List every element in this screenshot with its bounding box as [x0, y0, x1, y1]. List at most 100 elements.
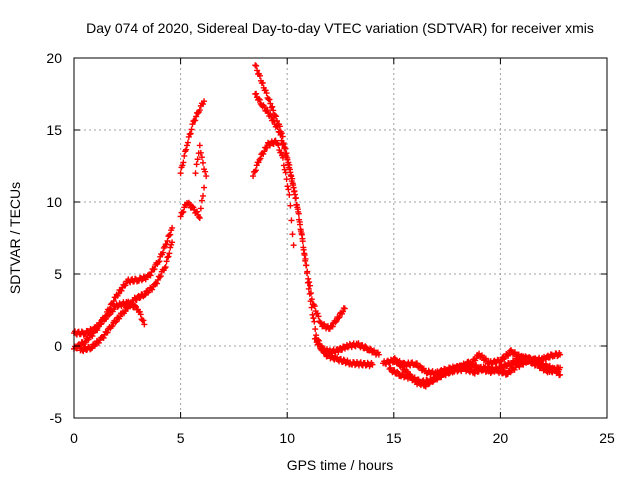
data-point [109, 323, 116, 330]
data-point [309, 311, 316, 318]
data-point [198, 154, 205, 161]
y-tick-label: -5 [50, 410, 63, 426]
data-point [286, 166, 293, 173]
series-points [252, 90, 348, 332]
data-point [118, 287, 125, 294]
data-point [254, 67, 261, 74]
data-point [275, 128, 282, 135]
data-point [270, 141, 277, 148]
data-point [280, 162, 287, 169]
data-point [252, 167, 259, 174]
data-point [307, 282, 314, 289]
data-point [305, 275, 312, 282]
data-point [341, 305, 348, 312]
data-point [149, 286, 156, 293]
data-point [307, 290, 314, 297]
data-point [156, 273, 163, 280]
data-point [197, 205, 204, 212]
data-point [303, 262, 310, 269]
data-point [487, 370, 494, 377]
data-point [305, 285, 312, 292]
data-point [302, 255, 309, 262]
y-tick-label: 10 [46, 194, 62, 210]
data-point [102, 315, 109, 322]
data-point [199, 159, 206, 166]
data-point [281, 145, 288, 152]
data-point [339, 308, 346, 315]
data-point [287, 172, 294, 179]
plot-frame [73, 57, 608, 419]
data-point [311, 303, 318, 310]
data-point [187, 130, 194, 137]
data-point [105, 312, 112, 319]
data-point [267, 110, 274, 117]
data-point [287, 202, 294, 209]
y-tick-label: 0 [54, 338, 62, 354]
data-point [308, 296, 315, 303]
data-point [557, 351, 564, 358]
data-point [278, 137, 285, 144]
data-point [197, 149, 204, 156]
x-tick-label: 10 [279, 430, 295, 446]
y-tick-label: 15 [46, 122, 62, 138]
data-point [294, 204, 301, 211]
data-point [151, 266, 158, 273]
data-point [478, 363, 485, 370]
data-point [269, 103, 276, 110]
data-point [480, 365, 487, 372]
data-point [555, 368, 562, 375]
y-tick-label: 5 [54, 266, 62, 282]
data-point [177, 170, 184, 177]
data-point [80, 348, 87, 355]
data-point [286, 191, 293, 198]
series-points [177, 98, 208, 177]
data-point [272, 112, 279, 119]
data-point [100, 334, 107, 341]
data-point [270, 107, 277, 114]
data-point [306, 279, 313, 286]
data-point [104, 329, 111, 336]
data-point [194, 208, 201, 215]
data-point [124, 305, 131, 312]
data-point [198, 197, 205, 204]
data-point [482, 355, 489, 362]
data-point [188, 126, 195, 133]
data-point [329, 323, 336, 330]
data-point [511, 366, 518, 373]
data-point [163, 258, 170, 265]
x-tick-label: 15 [386, 430, 402, 446]
data-point [193, 113, 200, 120]
data-point [115, 290, 122, 297]
series-points [177, 184, 208, 222]
data-point [282, 169, 289, 176]
data-point [296, 216, 303, 223]
data-point [275, 141, 282, 148]
data-point [274, 124, 281, 131]
data-point [315, 340, 322, 347]
data-point [298, 231, 305, 238]
data-point [404, 368, 411, 375]
data-point [296, 221, 303, 228]
series-points [311, 335, 382, 358]
data-point [189, 121, 196, 128]
data-point [383, 361, 390, 368]
data-point [551, 365, 558, 372]
data-point [155, 259, 162, 266]
data-point [179, 209, 186, 216]
data-point [166, 250, 173, 257]
data-point [291, 188, 298, 195]
y-tick-label: 20 [46, 50, 62, 66]
data-point [278, 149, 285, 156]
data-point [201, 184, 208, 191]
data-point [505, 352, 512, 359]
data-point [316, 341, 323, 348]
data-point [147, 272, 154, 279]
data-point [369, 361, 376, 368]
data-point [367, 345, 374, 352]
data-point [140, 317, 147, 324]
data-point [195, 213, 202, 220]
x-tick-label: 20 [493, 430, 509, 446]
data-point [183, 142, 190, 149]
